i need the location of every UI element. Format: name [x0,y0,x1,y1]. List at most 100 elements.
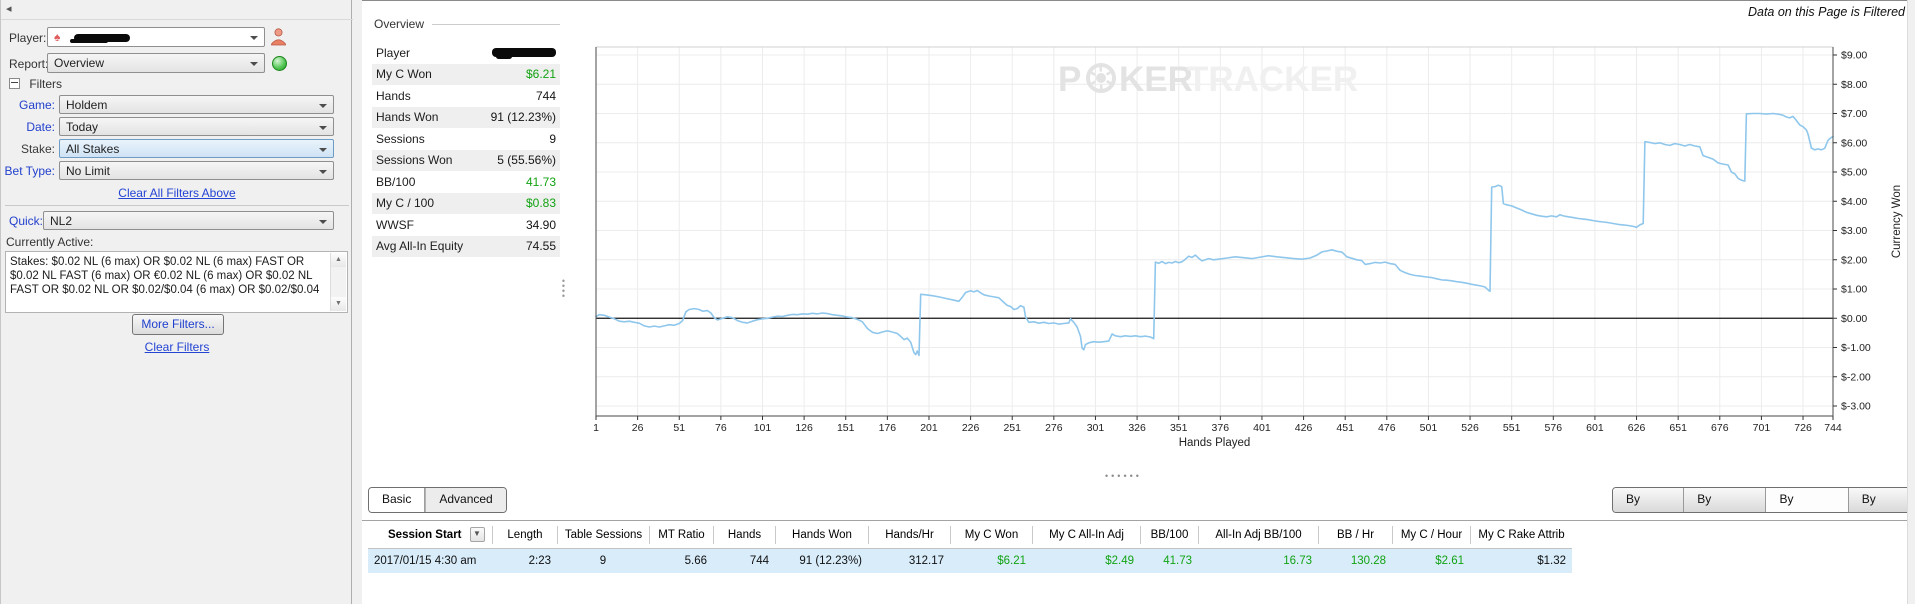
window-edge [1907,0,1915,604]
quick-filter-label[interactable]: Quick: [9,214,44,228]
player-label: Player: [9,31,47,45]
bet-type-filter-combobox[interactable]: No Limit [59,161,334,180]
textbox-scrollbar[interactable]: ▲ ▼ [330,253,346,311]
date-filter-combobox[interactable]: Today [59,117,334,136]
by-session-button[interactable]: By Session [1765,488,1848,512]
stat-value: 744 [535,88,556,103]
stat-label: Player [376,45,411,60]
sessions-table: Session Start ▼ Length Table Sessions MT Rat… [368,521,1572,573]
report-label: Report: [9,57,49,71]
svg-text:176: 176 [879,422,897,434]
chevron-down-icon[interactable] [250,36,258,40]
collapse-minus-icon[interactable] [9,78,20,89]
table-cell: $2.49 [1105,555,1134,567]
svg-text:76: 76 [715,422,727,434]
table-cell: $1.32 [1537,555,1566,567]
chevron-down-icon[interactable] [319,170,327,174]
chevron-down-icon[interactable] [250,62,258,66]
svg-text:326: 326 [1128,422,1146,434]
svg-text:Hands Played: Hands Played [1179,437,1251,449]
report-tabs: Basic Advanced [368,487,507,513]
svg-text:$-3.00: $-3.00 [1841,401,1871,413]
more-filters-button[interactable]: More Filters... [132,314,224,335]
player-combobox[interactable]: ♠ [47,27,265,47]
redacted-player-name [492,47,556,57]
svg-text:744: 744 [1824,422,1842,434]
chevron-down-icon[interactable] [319,220,327,224]
chevron-down-icon[interactable] [319,148,327,152]
column-header[interactable]: My C Rake Attrib [1470,525,1572,544]
horizontal-splitter-handle[interactable]: •••••• [1105,471,1142,481]
divider [5,205,349,206]
main-panel: Data on this Page is Filtered Overview P… [362,0,1915,604]
scroll-up-icon[interactable]: ▲ [331,253,346,267]
svg-text:626: 626 [1628,422,1646,434]
column-header[interactable]: My C / Hour [1392,525,1470,544]
currently-active-label: Currently Active: [6,235,94,249]
scroll-down-icon[interactable]: ▼ [331,297,346,311]
sort-arrow-icon[interactable]: ▼ [469,527,485,542]
by-date-button[interactable]: By Date [1847,488,1914,512]
stat-row: My C Won $6.21 [372,63,560,85]
svg-text:51: 51 [673,422,685,434]
svg-text:$1.00: $1.00 [1841,284,1867,296]
stat-label: BB/100 [376,174,416,189]
table-cell: $2.61 [1435,555,1464,567]
active-filters-textbox[interactable]: Stakes: $0.02 NL (6 max) OR $0.02 NL (6 … [5,251,348,313]
report-combobox[interactable]: Overview [47,53,265,73]
by-position-button[interactable]: By Position [1683,488,1766,512]
column-header[interactable]: Hands Won [775,525,868,544]
column-header[interactable]: Session Start ▼ [368,526,492,544]
sidebar-collapse-icon[interactable]: ◂ [6,3,12,15]
column-header[interactable]: Hands [713,525,775,544]
by-stake-button[interactable]: By Stake [1613,488,1684,512]
column-header[interactable]: BB / Hr [1318,525,1392,544]
chevron-down-icon[interactable] [319,126,327,130]
stat-value: 5 (55.56%) [497,153,556,168]
clear-all-filters-wrap: Clear All Filters Above [1,186,353,200]
redacted-player-name [496,53,512,59]
table-cell: 16.73 [1283,555,1312,567]
game-filter-label[interactable]: Game: [18,98,55,112]
filtered-note: Data on this Page is Filtered [1747,5,1905,19]
tab-advanced[interactable]: Advanced [425,488,506,512]
vertical-splitter-handle[interactable]: • • • • [561,276,566,301]
filters-section-header[interactable]: Filters [9,77,62,91]
stat-label: Avg All-In Equity [376,239,464,254]
column-header[interactable]: Table Sessions [557,525,649,544]
game-filter-combobox[interactable]: Holdem [59,95,334,114]
player-person-icon[interactable] [270,27,287,49]
column-header[interactable]: My C Won [950,525,1032,544]
database-status-icon[interactable] [272,56,287,71]
svg-text:676: 676 [1711,422,1729,434]
stake-filter-label[interactable]: Stake: [20,142,55,156]
clear-all-filters-link[interactable]: Clear All Filters Above [118,186,236,200]
svg-text:276: 276 [1045,422,1063,434]
column-header[interactable]: My C All-In Adj [1032,525,1140,544]
game-filter-value: Holdem [66,98,108,112]
quick-filter-combobox[interactable]: NL2 [43,211,334,230]
date-filter-label[interactable]: Date: [26,120,55,134]
bet-type-filter-label[interactable]: Bet Type: [4,164,55,178]
stat-row: Sessions 9 [372,128,560,150]
column-header[interactable]: BB/100 [1140,525,1198,544]
column-header[interactable]: Length [492,525,557,544]
group-title-line [432,24,560,25]
clear-filters-link[interactable]: Clear Filters [144,340,210,354]
column-header[interactable]: MT Ratio [649,525,713,544]
svg-text:Currency Won: Currency Won [1891,185,1903,258]
filter-sidebar: ◂ Player: ♠ Report: Overview Filters Gam… [0,0,353,604]
stat-value: $0.83 [525,196,556,211]
svg-text:$4.00: $4.00 [1841,196,1867,208]
stake-filter-combobox[interactable]: All Stakes [59,139,334,158]
column-header[interactable]: Hands/Hr [868,525,950,544]
tab-basic[interactable]: Basic [369,488,426,512]
table-row[interactable]: 2017/01/15 4:30 am 2:23 9 5.66 744 91 (12.23%… [368,549,1572,573]
stat-label: Hands [376,88,411,103]
column-header[interactable]: All-In Adj BB/100 [1198,525,1318,544]
redacted-player-name [70,39,108,43]
table-cell: 91 (12.23%) [799,555,862,567]
chevron-down-icon[interactable] [319,104,327,108]
active-filters-text: Stakes: $0.02 NL (6 max) OR $0.02 NL (6 … [10,256,320,296]
